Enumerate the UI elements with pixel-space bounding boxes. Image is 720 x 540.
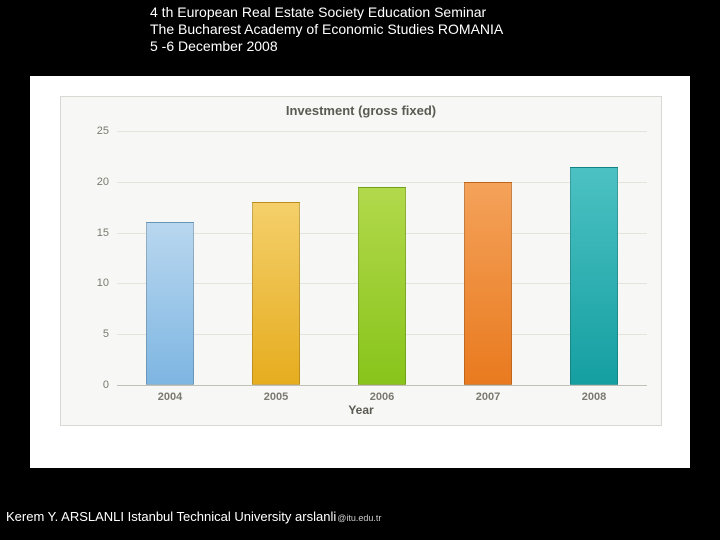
slide-root: 4 th European Real Estate Society Educat… bbox=[0, 0, 720, 540]
footer-main: Kerem Y. ARSLANLI Istanbul Technical Uni… bbox=[6, 509, 336, 524]
x-tick-label: 2008 bbox=[582, 391, 606, 403]
header-line-2: The Bucharest Academy of Economic Studie… bbox=[150, 21, 503, 38]
bar bbox=[252, 202, 301, 385]
bar bbox=[146, 222, 195, 385]
x-axis-label: Year bbox=[61, 403, 661, 417]
slide-footer: Kerem Y. ARSLANLI Istanbul Technical Uni… bbox=[6, 509, 381, 524]
header-line-1: 4 th European Real Estate Society Educat… bbox=[150, 4, 503, 21]
y-tick-label: 10 bbox=[97, 277, 109, 289]
plot-area: 051015202520042005200620072008 bbox=[117, 131, 647, 385]
y-tick-label: 0 bbox=[103, 379, 109, 391]
bar bbox=[570, 167, 619, 385]
x-tick-label: 2007 bbox=[476, 391, 500, 403]
bar bbox=[464, 182, 513, 385]
chart-panel: Investment (gross fixed) 051015202520042… bbox=[30, 76, 690, 468]
baseline bbox=[117, 385, 647, 386]
x-tick-label: 2006 bbox=[370, 391, 394, 403]
footer-small: @itu.edu.tr bbox=[337, 513, 381, 523]
header-line-3: 5 -6 December 2008 bbox=[150, 38, 503, 55]
slide-header: 4 th European Real Estate Society Educat… bbox=[150, 4, 503, 55]
chart-title: Investment (gross fixed) bbox=[61, 103, 661, 118]
y-tick-label: 20 bbox=[97, 176, 109, 188]
x-tick-label: 2004 bbox=[158, 391, 182, 403]
chart-inner: Investment (gross fixed) 051015202520042… bbox=[60, 96, 662, 426]
y-tick-label: 5 bbox=[103, 328, 109, 340]
x-tick-label: 2005 bbox=[264, 391, 288, 403]
gridline bbox=[117, 131, 647, 132]
gridline bbox=[117, 182, 647, 183]
y-tick-label: 25 bbox=[97, 125, 109, 137]
bar bbox=[358, 187, 407, 385]
y-tick-label: 15 bbox=[97, 227, 109, 239]
